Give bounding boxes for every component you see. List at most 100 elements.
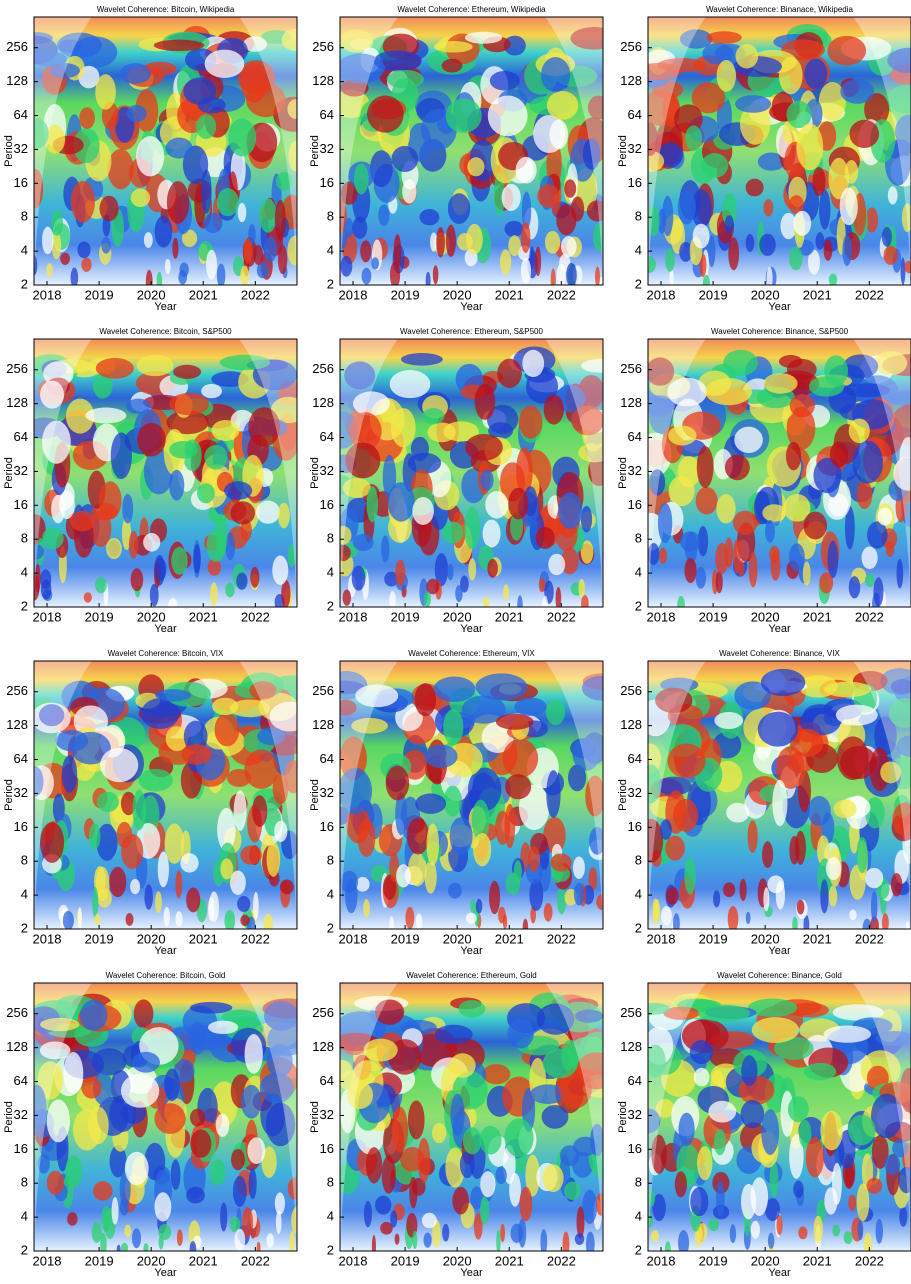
frame [33,982,298,1252]
texture [487,559,498,578]
texture [747,820,758,853]
texture [735,95,772,113]
texture [517,595,523,607]
texture [875,1030,911,1047]
texture [263,913,273,929]
texture [59,490,75,520]
y-tick-label: 64 [320,107,334,122]
texture [231,1148,245,1171]
y-tick-label: 16 [14,175,28,190]
texture [575,1052,603,1090]
y-tick-label: 4 [635,887,642,902]
texture [701,153,729,178]
texture [98,481,122,520]
texture [887,84,911,114]
texture [836,736,869,781]
texture [766,266,773,285]
texture [385,765,410,801]
x-tick-label: 2018 [339,609,368,624]
texture [225,532,236,561]
texture [80,999,108,1031]
y-tick-label: 2 [21,920,28,935]
texture [248,224,256,245]
x-axis-label: Year [460,1267,483,1279]
y-tick-label: 8 [21,853,28,868]
texture [395,559,406,587]
texture [803,511,828,540]
texture [793,210,812,236]
texture [228,118,257,157]
x-tick-label: 2020 [443,1253,472,1268]
texture [215,513,228,556]
x-tick-label: 2021 [495,287,524,302]
y-axis-label: Period [3,1101,15,1133]
texture [154,1192,172,1222]
texture [697,525,709,557]
texture [589,826,603,855]
y-tick-label: 256 [312,683,334,698]
texture [474,383,496,420]
texture [832,1004,884,1021]
texture [546,770,561,818]
texture [529,1084,567,1104]
texture [895,114,911,148]
texture [485,490,509,519]
texture [529,878,544,911]
texture [136,354,174,377]
texture [648,90,680,127]
texture [825,857,842,881]
x-axis-label: Year [768,623,791,635]
texture [890,679,911,695]
texture [470,1186,483,1210]
texture [740,103,771,145]
texture [132,789,147,831]
plot-area [34,661,297,929]
texture [426,578,440,595]
y-axis-label: Period [309,779,321,811]
texture [432,265,439,285]
y-tick-label: 2 [21,1242,28,1257]
texture [734,681,771,710]
texture [179,262,189,278]
texture [648,62,681,80]
texture [371,257,380,270]
x-tick-label: 2019 [85,931,114,946]
x-tick-label: 2022 [855,287,884,302]
texture [340,181,358,205]
texture [510,512,524,541]
texture [776,1215,783,1236]
texture [100,1232,107,1251]
texture [881,913,889,929]
texture [193,544,201,574]
chart-title: Wavelet Coherence: Bitcoin, Gold [106,971,226,980]
texture [342,589,352,606]
y-tick-label: 16 [14,819,28,834]
texture [765,519,775,543]
frame [647,660,911,930]
y-tick-label: 32 [628,785,642,800]
texture [349,412,382,451]
x-tick-label: 2020 [751,931,780,946]
x-axis-label: Year [460,945,483,957]
texture [468,558,477,581]
texture [750,1220,761,1239]
texture [96,791,119,813]
texture [875,1218,883,1244]
texture [697,1004,750,1022]
texture [648,818,664,863]
texture [425,271,431,285]
texture [887,47,911,74]
texture [713,1129,727,1156]
x-tick-label: 2019 [85,287,114,302]
texture [210,582,218,606]
texture [88,823,101,850]
x-tick-label: 2021 [495,609,524,624]
texture [222,1009,258,1024]
texture [243,36,267,52]
texture [767,875,785,894]
texture [157,851,169,888]
texture [543,394,564,425]
texture [62,1175,74,1209]
texture [402,179,417,204]
texture [724,454,750,481]
